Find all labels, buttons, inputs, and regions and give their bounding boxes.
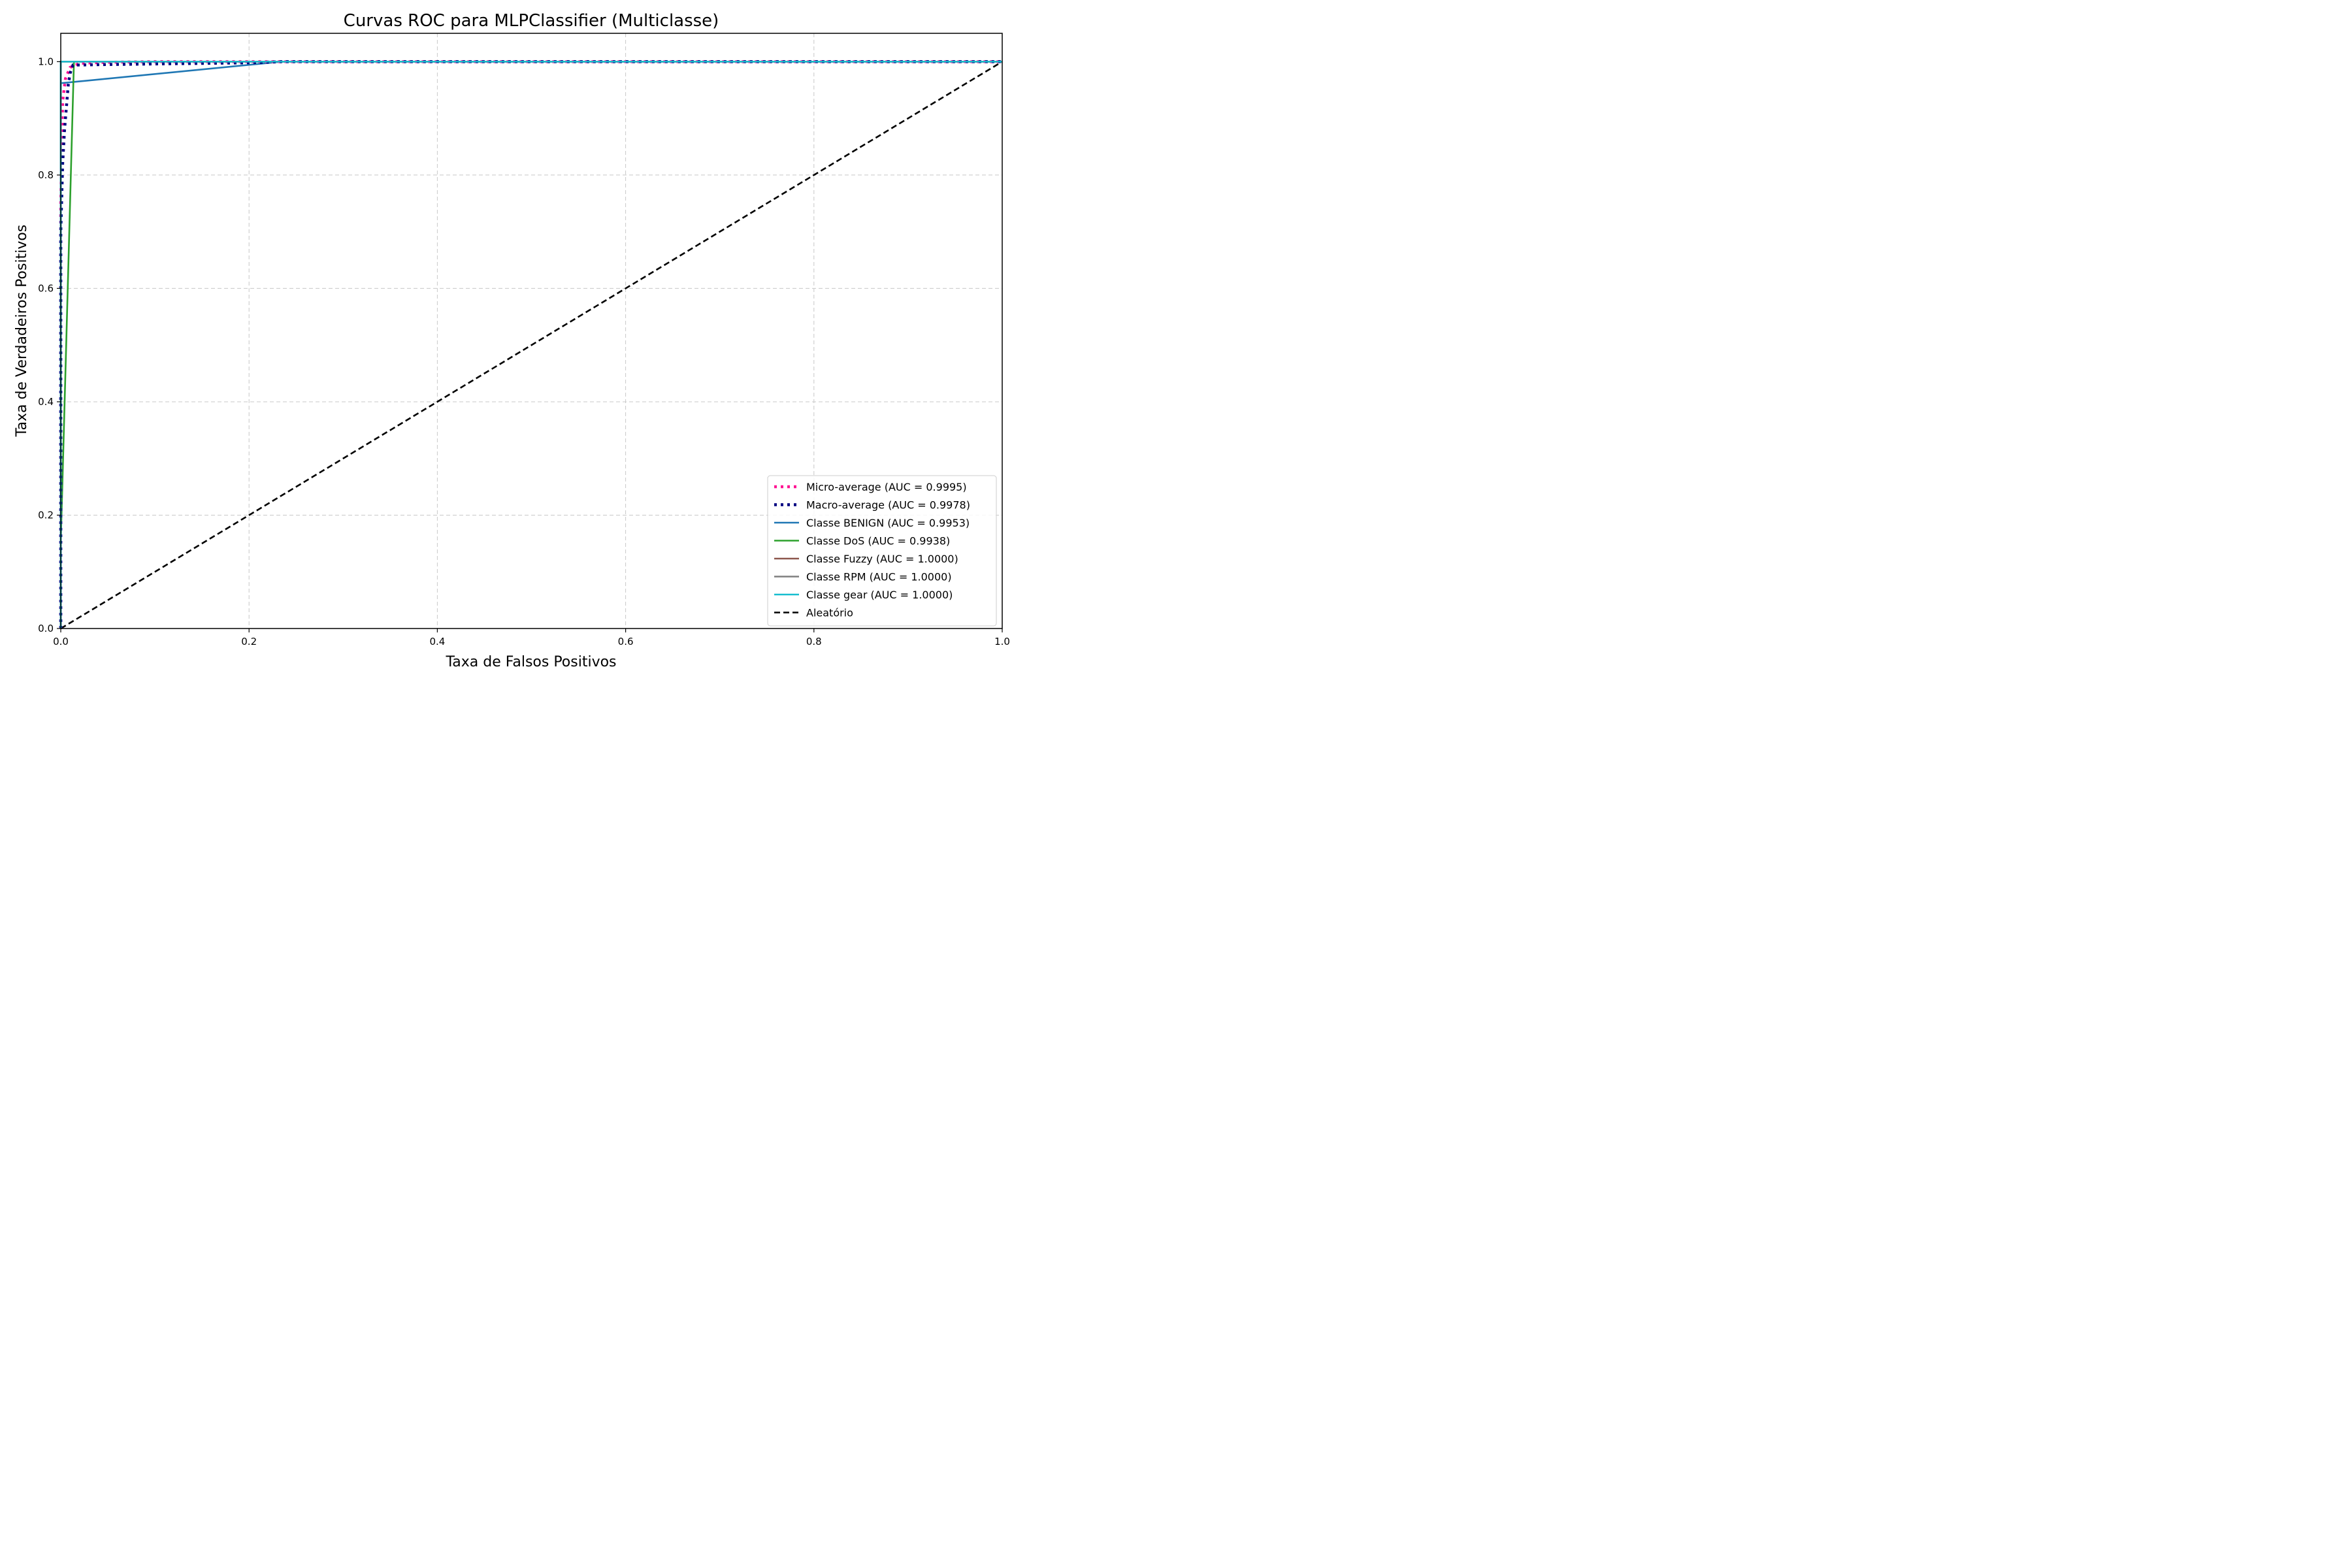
series-line-7 bbox=[60, 61, 1003, 630]
y-tick-label-5: 1.0 bbox=[38, 56, 54, 67]
legend-label-7: Aleatório bbox=[806, 607, 853, 619]
legend-box bbox=[767, 475, 997, 627]
x-tick-label-4: 0.8 bbox=[806, 636, 822, 647]
legend-label-2: Classe BENIGN (AUC = 0.9953) bbox=[806, 517, 970, 529]
y-tick-label-3: 0.6 bbox=[38, 282, 54, 294]
legend-label-6: Classe gear (AUC = 1.0000) bbox=[806, 589, 953, 601]
axis-ticks: 0.0 0.2 0.4 0.6 0.8 1.0 0.0 0.2 0.4 0.6 0.8 1.0 bbox=[38, 56, 1010, 647]
plot-frame bbox=[60, 33, 1003, 629]
x-tick-label-3: 0.6 bbox=[618, 636, 634, 647]
y-tick-label-4: 0.8 bbox=[38, 169, 54, 181]
x-tick-label-5: 1.0 bbox=[994, 636, 1010, 647]
series-line-1 bbox=[59, 60, 1002, 629]
legend: Micro-average (AUC = 0.9995) Macro-averag… bbox=[767, 475, 997, 627]
y-tick-label-1: 0.2 bbox=[38, 509, 54, 521]
chart-title: Curvas ROC para MLPClassifier (Multiclas… bbox=[344, 11, 719, 31]
legend-label-1: Macro-average (AUC = 0.9978) bbox=[806, 499, 970, 512]
legend-label-0: Micro-average (AUC = 0.9995) bbox=[806, 481, 967, 493]
legend-label-4: Classe Fuzzy (AUC = 1.0000) bbox=[806, 553, 958, 565]
x-tick-label-2: 0.4 bbox=[429, 636, 445, 647]
legend-label-3: Classe DoS (AUC = 0.9938) bbox=[806, 535, 950, 547]
x-tick-label-1: 0.2 bbox=[241, 636, 257, 647]
y-tick-label-2: 0.4 bbox=[38, 396, 54, 408]
legend-label-5: Classe RPM (AUC = 1.0000) bbox=[806, 571, 952, 583]
y-tick-label-0: 0.0 bbox=[38, 623, 54, 634]
x-tick-label-0: 0.0 bbox=[53, 636, 69, 647]
roc-chart: Curvas ROC para MLPClassifier (Multiclas… bbox=[14, 11, 1010, 670]
x-axis-title: Taxa de Falsos Positivos bbox=[445, 654, 616, 670]
y-axis-title: Taxa de Verdadeiros Positivos bbox=[14, 225, 30, 438]
